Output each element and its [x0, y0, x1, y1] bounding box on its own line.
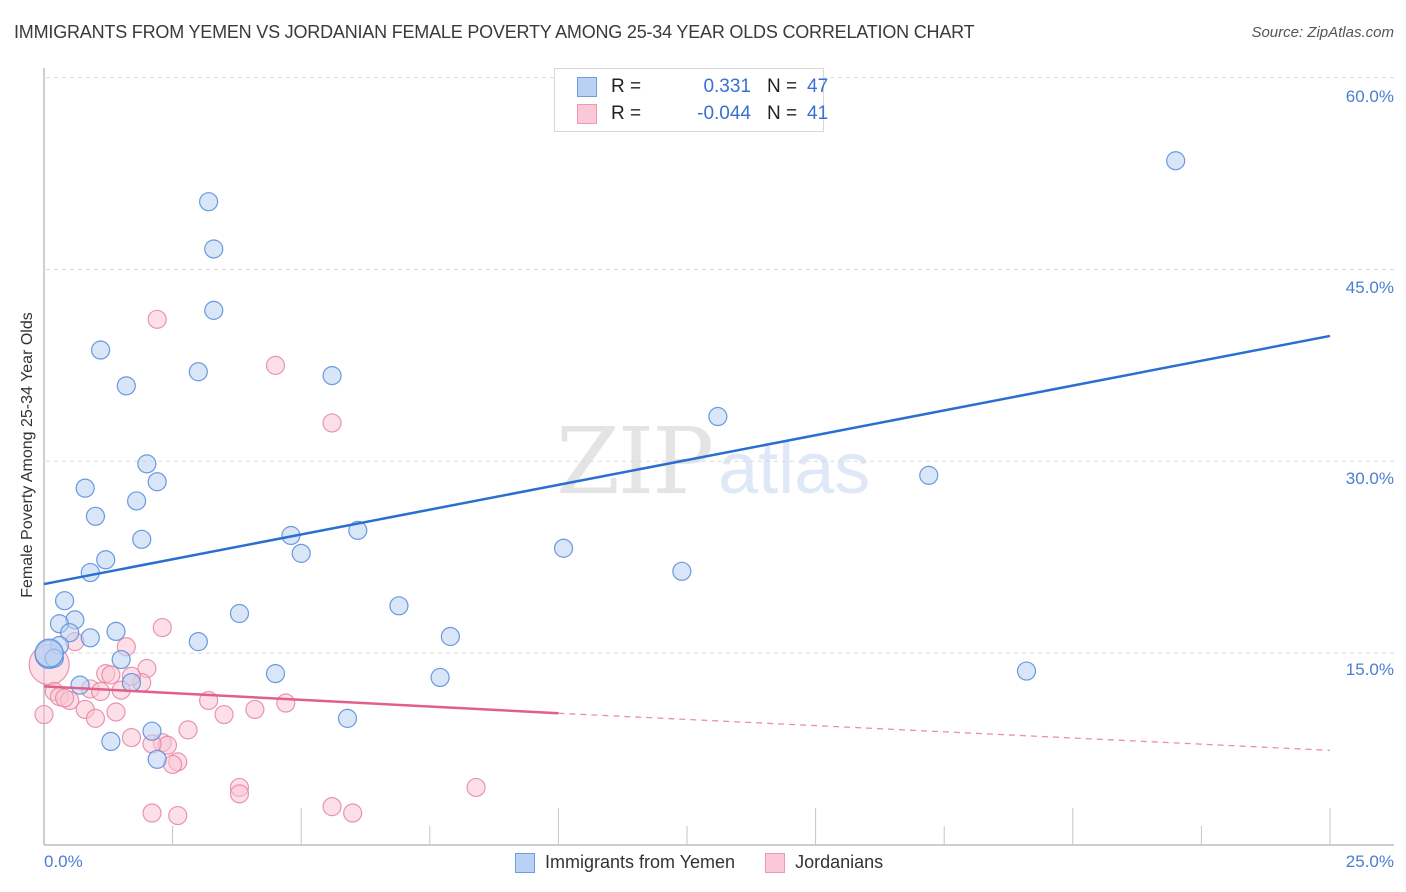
data-point[interactable] — [708, 406, 728, 427]
data-point[interactable] — [1166, 151, 1186, 171]
data-point[interactable] — [147, 309, 167, 329]
data-point[interactable] — [291, 543, 311, 563]
data-point[interactable] — [204, 300, 224, 320]
legend-item-jordanians[interactable]: Jordanians — [765, 852, 883, 873]
data-point[interactable] — [126, 491, 147, 511]
yemen-trend-line — [43, 334, 1331, 586]
data-point[interactable] — [204, 239, 224, 259]
data-point[interactable] — [337, 708, 358, 728]
data-point[interactable] — [34, 704, 54, 725]
data-point[interactable] — [111, 649, 131, 670]
correlation-legend: R = 0.331 N = 47 R = -0.044 N = 41 — [554, 68, 828, 132]
data-point[interactable] — [54, 591, 75, 611]
data-point[interactable] — [322, 413, 342, 433]
jordanians-swatch-icon — [765, 852, 786, 873]
data-point[interactable] — [1016, 661, 1037, 681]
data-point[interactable] — [188, 632, 208, 652]
data-point[interactable] — [96, 550, 116, 570]
data-point[interactable] — [389, 596, 409, 616]
legend-label-yemen: Immigrants from Yemen — [545, 852, 736, 872]
gridlines — [46, 77, 1394, 654]
data-point[interactable] — [430, 667, 450, 688]
axes — [43, 68, 1394, 846]
data-point[interactable] — [101, 731, 121, 752]
data-point[interactable] — [80, 628, 100, 648]
data-point[interactable] — [85, 708, 106, 728]
data-point[interactable] — [132, 529, 152, 549]
chart-title: IMMIGRANTS FROM YEMEN VS JORDANIAN FEMAL… — [14, 22, 975, 42]
source-credit: Source: ZipAtlas.com — [1251, 24, 1394, 41]
x-tick-25: 25.0% — [1345, 852, 1394, 871]
data-point[interactable] — [199, 192, 219, 212]
yemen-swatch-icon — [515, 852, 535, 873]
r-value: 0.331 — [703, 76, 751, 97]
data-point[interactable] — [672, 561, 692, 581]
data-point[interactable] — [168, 805, 188, 826]
data-point[interactable] — [60, 623, 80, 643]
legend-row-yemen: R = 0.331 N = 47 — [577, 75, 828, 99]
n-value: 47 — [807, 76, 829, 97]
data-point[interactable] — [85, 506, 106, 526]
data-point[interactable] — [90, 681, 111, 702]
jordanians-swatch-icon — [577, 104, 597, 124]
data-point[interactable] — [553, 538, 574, 558]
data-point[interactable] — [245, 699, 265, 720]
data-point[interactable] — [265, 664, 286, 684]
legend-label-jordanians: Jordanians — [795, 852, 884, 872]
trend-lines — [43, 334, 1331, 752]
data-point[interactable] — [919, 465, 939, 485]
jordanians-trend-extension — [558, 712, 1331, 752]
data-point[interactable] — [142, 721, 162, 741]
data-point[interactable] — [188, 362, 208, 382]
data-point[interactable] — [152, 617, 172, 638]
y-tick-60: 60.0% — [1345, 87, 1394, 106]
yemen-points — [34, 151, 1186, 769]
data-point[interactable] — [322, 366, 342, 386]
data-point[interactable] — [214, 704, 234, 725]
yemen-swatch-icon — [577, 77, 597, 97]
data-point[interactable] — [142, 803, 162, 823]
data-point[interactable] — [75, 478, 95, 498]
data-point[interactable] — [229, 603, 250, 624]
legend-item-yemen[interactable]: Immigrants from Yemen — [515, 852, 735, 873]
data-point[interactable] — [106, 702, 126, 722]
data-point[interactable] — [116, 376, 136, 396]
series-legend: Immigrants from Yemen Jordanians — [515, 852, 913, 873]
data-point[interactable] — [229, 784, 250, 804]
r-label: R = — [611, 103, 642, 124]
data-point[interactable] — [276, 693, 296, 713]
data-point[interactable] — [348, 520, 368, 540]
data-point[interactable] — [34, 638, 64, 668]
y-axis-label: Female Poverty Among 25-34 Year Olds — [19, 312, 36, 598]
x-tick-0: 0.0% — [44, 852, 83, 871]
data-point[interactable] — [90, 340, 111, 360]
y-tick-30: 30.0% — [1345, 469, 1394, 488]
data-point[interactable] — [80, 562, 100, 583]
data-point[interactable] — [54, 688, 75, 708]
n-label: N = — [767, 103, 798, 124]
jordanians-trend-line — [43, 685, 559, 715]
data-point[interactable] — [147, 749, 167, 769]
data-point[interactable] — [106, 621, 126, 642]
data-point[interactable] — [466, 777, 486, 798]
legend-row-jordanians: R = -0.044 N = 41 — [577, 102, 828, 126]
data-point[interactable] — [343, 803, 363, 823]
data-point[interactable] — [101, 665, 121, 685]
data-point[interactable] — [178, 720, 198, 740]
data-point[interactable] — [121, 727, 142, 748]
data-point[interactable] — [70, 675, 90, 695]
r-label: R = — [611, 76, 642, 97]
data-point[interactable] — [265, 355, 286, 375]
data-point[interactable] — [322, 797, 342, 817]
r-value: -0.044 — [697, 103, 751, 124]
data-point[interactable] — [121, 672, 142, 693]
n-value: 41 — [807, 103, 829, 124]
data-point[interactable] — [137, 454, 157, 474]
y-tick-15: 15.0% — [1345, 660, 1394, 679]
n-label: N = — [767, 76, 798, 97]
data-point[interactable] — [440, 626, 460, 647]
data-point[interactable] — [147, 472, 167, 492]
y-tick-45: 45.0% — [1345, 278, 1394, 297]
